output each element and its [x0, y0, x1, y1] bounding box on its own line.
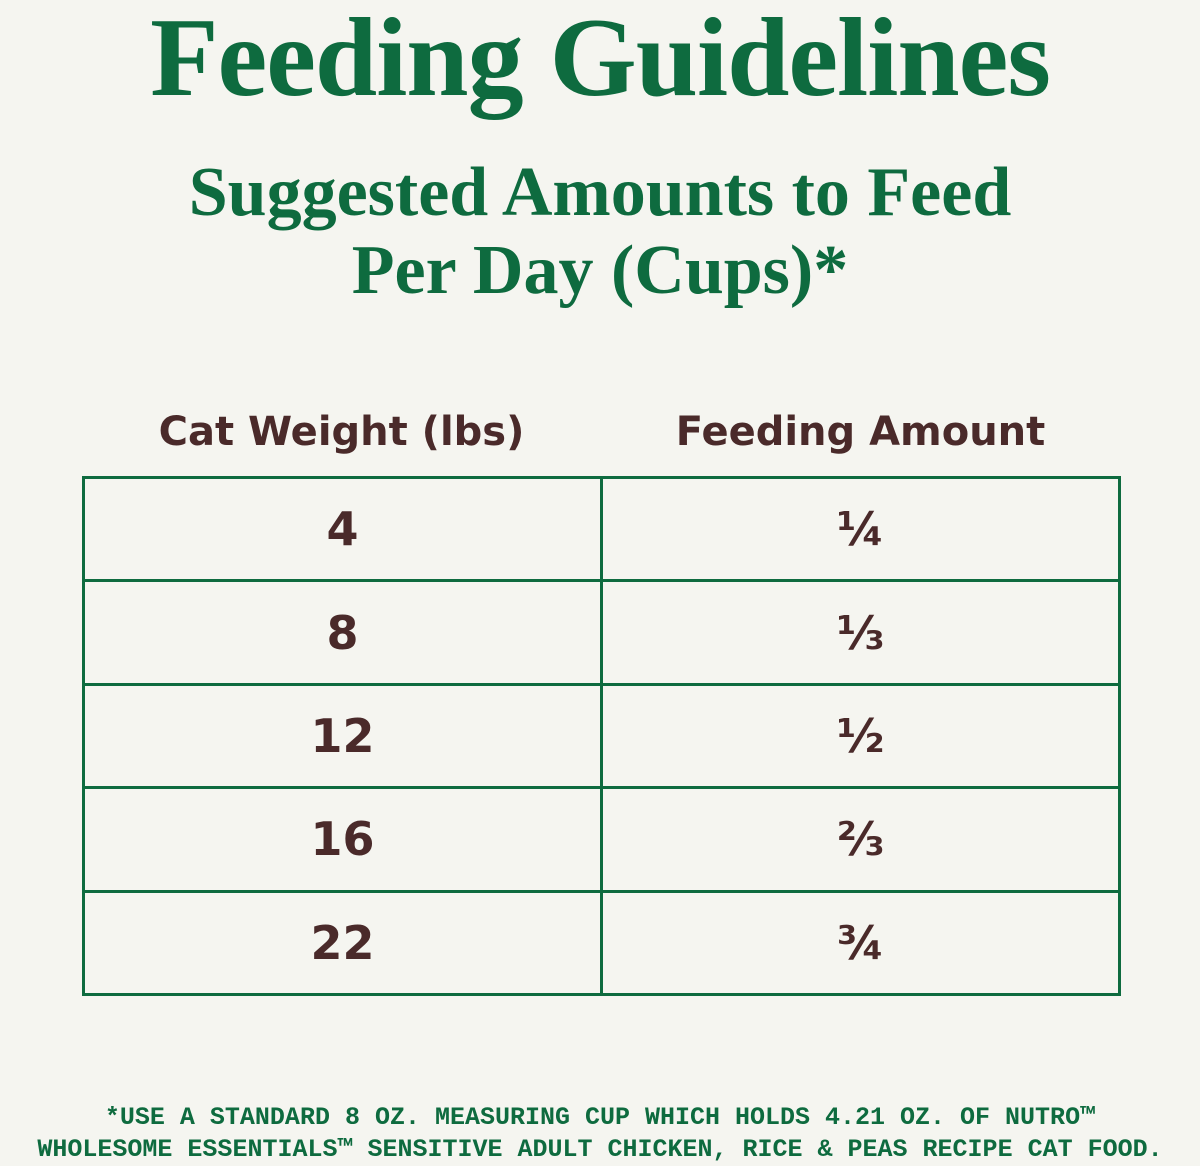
table-cell: ¼ [600, 475, 1121, 583]
column-header: Feeding Amount [675, 409, 1046, 455]
column-header: Cat Weight (lbs) [158, 409, 525, 455]
table-cell: 4 [82, 475, 603, 583]
feeding-table: 4 ¼ 8 ⅓ 12 ½ 16 ⅔ 22 ¾ [82, 475, 1121, 997]
table-cell: 12 [82, 682, 603, 790]
footnote: *USE A STANDARD 8 OZ. MEASURING CUP WHIC… [104, 1103, 1096, 1132]
table-cell: ⅔ [600, 786, 1121, 893]
table-row: 12 ½ [82, 682, 1121, 790]
table-cell: 16 [82, 786, 603, 893]
table-cell: ½ [600, 682, 1121, 790]
table-cell: 22 [82, 889, 603, 997]
table-cell: ¾ [600, 889, 1121, 997]
table-cell: 8 [82, 579, 603, 686]
table-cell: ⅓ [600, 579, 1121, 686]
table-row: 22 ¾ [82, 889, 1121, 997]
footnote: WHOLESOME ESSENTIALS™ SENSITIVE ADULT CH… [37, 1135, 1163, 1164]
subtitle: Suggested Amounts to Feed [188, 154, 1012, 231]
subtitle: Per Day (Cups)* [351, 232, 849, 309]
table-row: 16 ⅔ [82, 786, 1121, 893]
title: Feeding Guidelines [150, 0, 1051, 120]
